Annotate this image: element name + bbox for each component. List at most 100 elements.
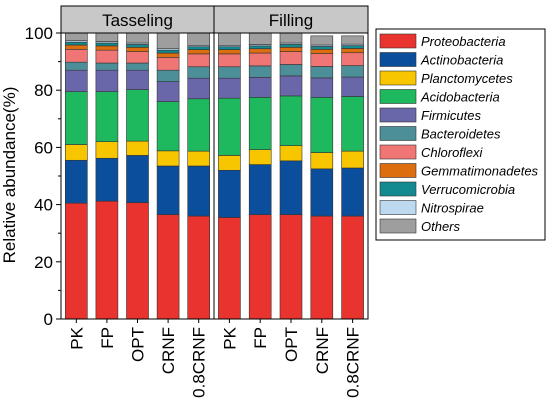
bar-segment-filling-2-1 (248, 214, 272, 320)
bar-segment-tasseling-4-9 (156, 49, 180, 54)
legend-swatch-9 (379, 181, 417, 197)
legend-label-8: Gemmatimonadetes (421, 164, 539, 179)
bar-segment-filling-1-7 (218, 53, 241, 68)
y-tick-label-2: 20 (34, 253, 53, 272)
legend-label-1: Proteobacteria (421, 34, 506, 49)
bar-segment-filling-3-2 (279, 160, 303, 215)
x-tick-label-tasseling-1: PK (67, 326, 86, 349)
bar-segment-filling-3-11 (279, 32, 303, 44)
bar-segment-tasseling-3-2 (126, 155, 149, 203)
plot-area: Tasseling PK FP OPT CRNF 0.8CRNF Filling PK FP OP… (25, 5, 369, 398)
legend-swatch-5 (379, 107, 417, 123)
bar-segment-filling-4-8 (310, 49, 334, 54)
bar-segment-tasseling-4-11 (156, 32, 180, 50)
bar-segment-tasseling-1-4 (65, 91, 88, 145)
bar-segment-filling-1-2 (218, 169, 241, 218)
legend: Proteobacteria Actinobacteria Planctomycet… (375, 28, 546, 241)
bar-segment-filling-1-8 (218, 49, 241, 55)
legend-swatch-3 (379, 70, 417, 86)
bar-segment-tasseling-3-11 (126, 32, 149, 44)
bar-segment-filling-1-1 (218, 217, 241, 320)
bar-segment-filling-5-1 (341, 215, 364, 320)
bar-segment-tasseling-5-5 (187, 77, 210, 100)
bar-segment-tasseling-4-2 (156, 165, 180, 215)
bar-segment-tasseling-1-1 (65, 202, 88, 320)
bar-segment-filling-3-8 (279, 46, 303, 52)
bar-segment-tasseling-3-3 (126, 140, 149, 156)
bar-segment-filling-4-2 (310, 168, 334, 217)
bar-segment-tasseling-4-6 (156, 69, 180, 82)
bar-segment-tasseling-5-7 (187, 53, 210, 68)
bar-segment-tasseling-5-6 (187, 66, 210, 79)
x-tick-label-tasseling-2: FP (98, 327, 117, 349)
y-tick-label-3: 40 (34, 196, 53, 215)
bar-segment-tasseling-1-7 (65, 49, 88, 63)
bar-segment-tasseling-2-8 (95, 45, 119, 51)
y-axis-label: Relative abundance(%) (0, 87, 19, 264)
bar-segment-filling-2-4 (248, 97, 272, 150)
bar-segment-tasseling-2-7 (95, 49, 119, 64)
bar-segment-filling-1-5 (218, 77, 241, 99)
legend-label-9: Verrucomicrobia (421, 182, 515, 197)
legend-swatch-7 (379, 144, 417, 160)
bar-segment-filling-4-11 (310, 35, 334, 46)
legend-label-7: Chloroflexi (421, 145, 484, 160)
panel-title-2: Filling (269, 11, 313, 30)
legend-swatch-10 (379, 200, 417, 215)
bar-segment-tasseling-1-8 (65, 44, 88, 50)
panel-header-1 (60, 5, 215, 34)
bar-segment-filling-1-9 (218, 46, 241, 50)
bar-segment-tasseling-3-1 (126, 202, 149, 320)
bar-segment-filling-2-8 (248, 48, 272, 54)
bar-segment-tasseling-5-3 (187, 150, 210, 167)
bar-segment-tasseling-5-8 (187, 49, 210, 55)
bar-segment-filling-5-2 (341, 167, 364, 217)
legend-swatch-2 (379, 52, 417, 67)
bar-segment-tasseling-4-8 (156, 52, 180, 58)
bar-segment-filling-1-11 (218, 32, 241, 46)
legend-swatch-6 (379, 126, 417, 141)
bar-segment-filling-2-5 (248, 77, 272, 98)
bar-segment-tasseling-3-8 (126, 46, 149, 52)
legend-label-4: Acidobacteria (420, 90, 500, 105)
bar-segment-filling-4-5 (310, 77, 334, 98)
bar-segment-filling-5-6 (341, 65, 364, 78)
bar-segment-tasseling-4-4 (156, 101, 180, 152)
bar-segment-filling-3-9 (279, 44, 303, 48)
bar-segment-tasseling-2-5 (95, 69, 119, 92)
bar-segment-tasseling-3-6 (126, 62, 149, 71)
legend-label-5: Firmicutes (421, 108, 481, 123)
bar-segment-filling-3-5 (279, 75, 303, 97)
bar-segment-filling-3-4 (279, 95, 303, 146)
legend-label-11: Others (421, 219, 461, 234)
panel-title-1: Tasseling (102, 11, 173, 30)
legend-swatch-4 (379, 89, 417, 104)
bar-segment-filling-4-7 (310, 53, 334, 67)
bar-segment-tasseling-2-3 (95, 141, 119, 159)
bar-segment-tasseling-3-7 (126, 51, 149, 64)
y-tick-label-1: 0 (44, 310, 53, 329)
bar-segment-filling-4-1 (310, 215, 334, 320)
x-tick-label-filling-1: PK (220, 326, 239, 349)
x-tick-label-tasseling-4: CRNF (159, 327, 178, 374)
bar-segment-tasseling-1-3 (65, 144, 88, 161)
bar-segment-filling-5-5 (341, 76, 364, 97)
bar-segment-tasseling-2-1 (95, 200, 119, 320)
legend-swatch-11 (379, 218, 417, 234)
bar-segment-tasseling-2-6 (95, 62, 119, 71)
bar-segment-filling-5-4 (341, 96, 364, 152)
bar-segment-tasseling-4-7 (156, 57, 180, 71)
bar-segment-filling-3-6 (279, 64, 303, 77)
y-tick-label-5: 80 (34, 81, 53, 100)
bar-segment-filling-5-8 (341, 48, 364, 54)
x-tick-label-tasseling-5: 0.8CRNF (190, 327, 209, 398)
bar-segment-tasseling-3-4 (126, 89, 149, 142)
bar-segment-filling-5-11 (341, 35, 364, 45)
bar-segment-filling-4-9 (310, 46, 334, 50)
bar-segment-filling-1-3 (218, 155, 241, 171)
bar-segment-filling-1-4 (218, 97, 241, 156)
bar-segment-tasseling-5-9 (187, 46, 210, 50)
bar-segment-tasseling-2-2 (95, 157, 119, 202)
bar-segment-tasseling-1-6 (65, 61, 88, 71)
